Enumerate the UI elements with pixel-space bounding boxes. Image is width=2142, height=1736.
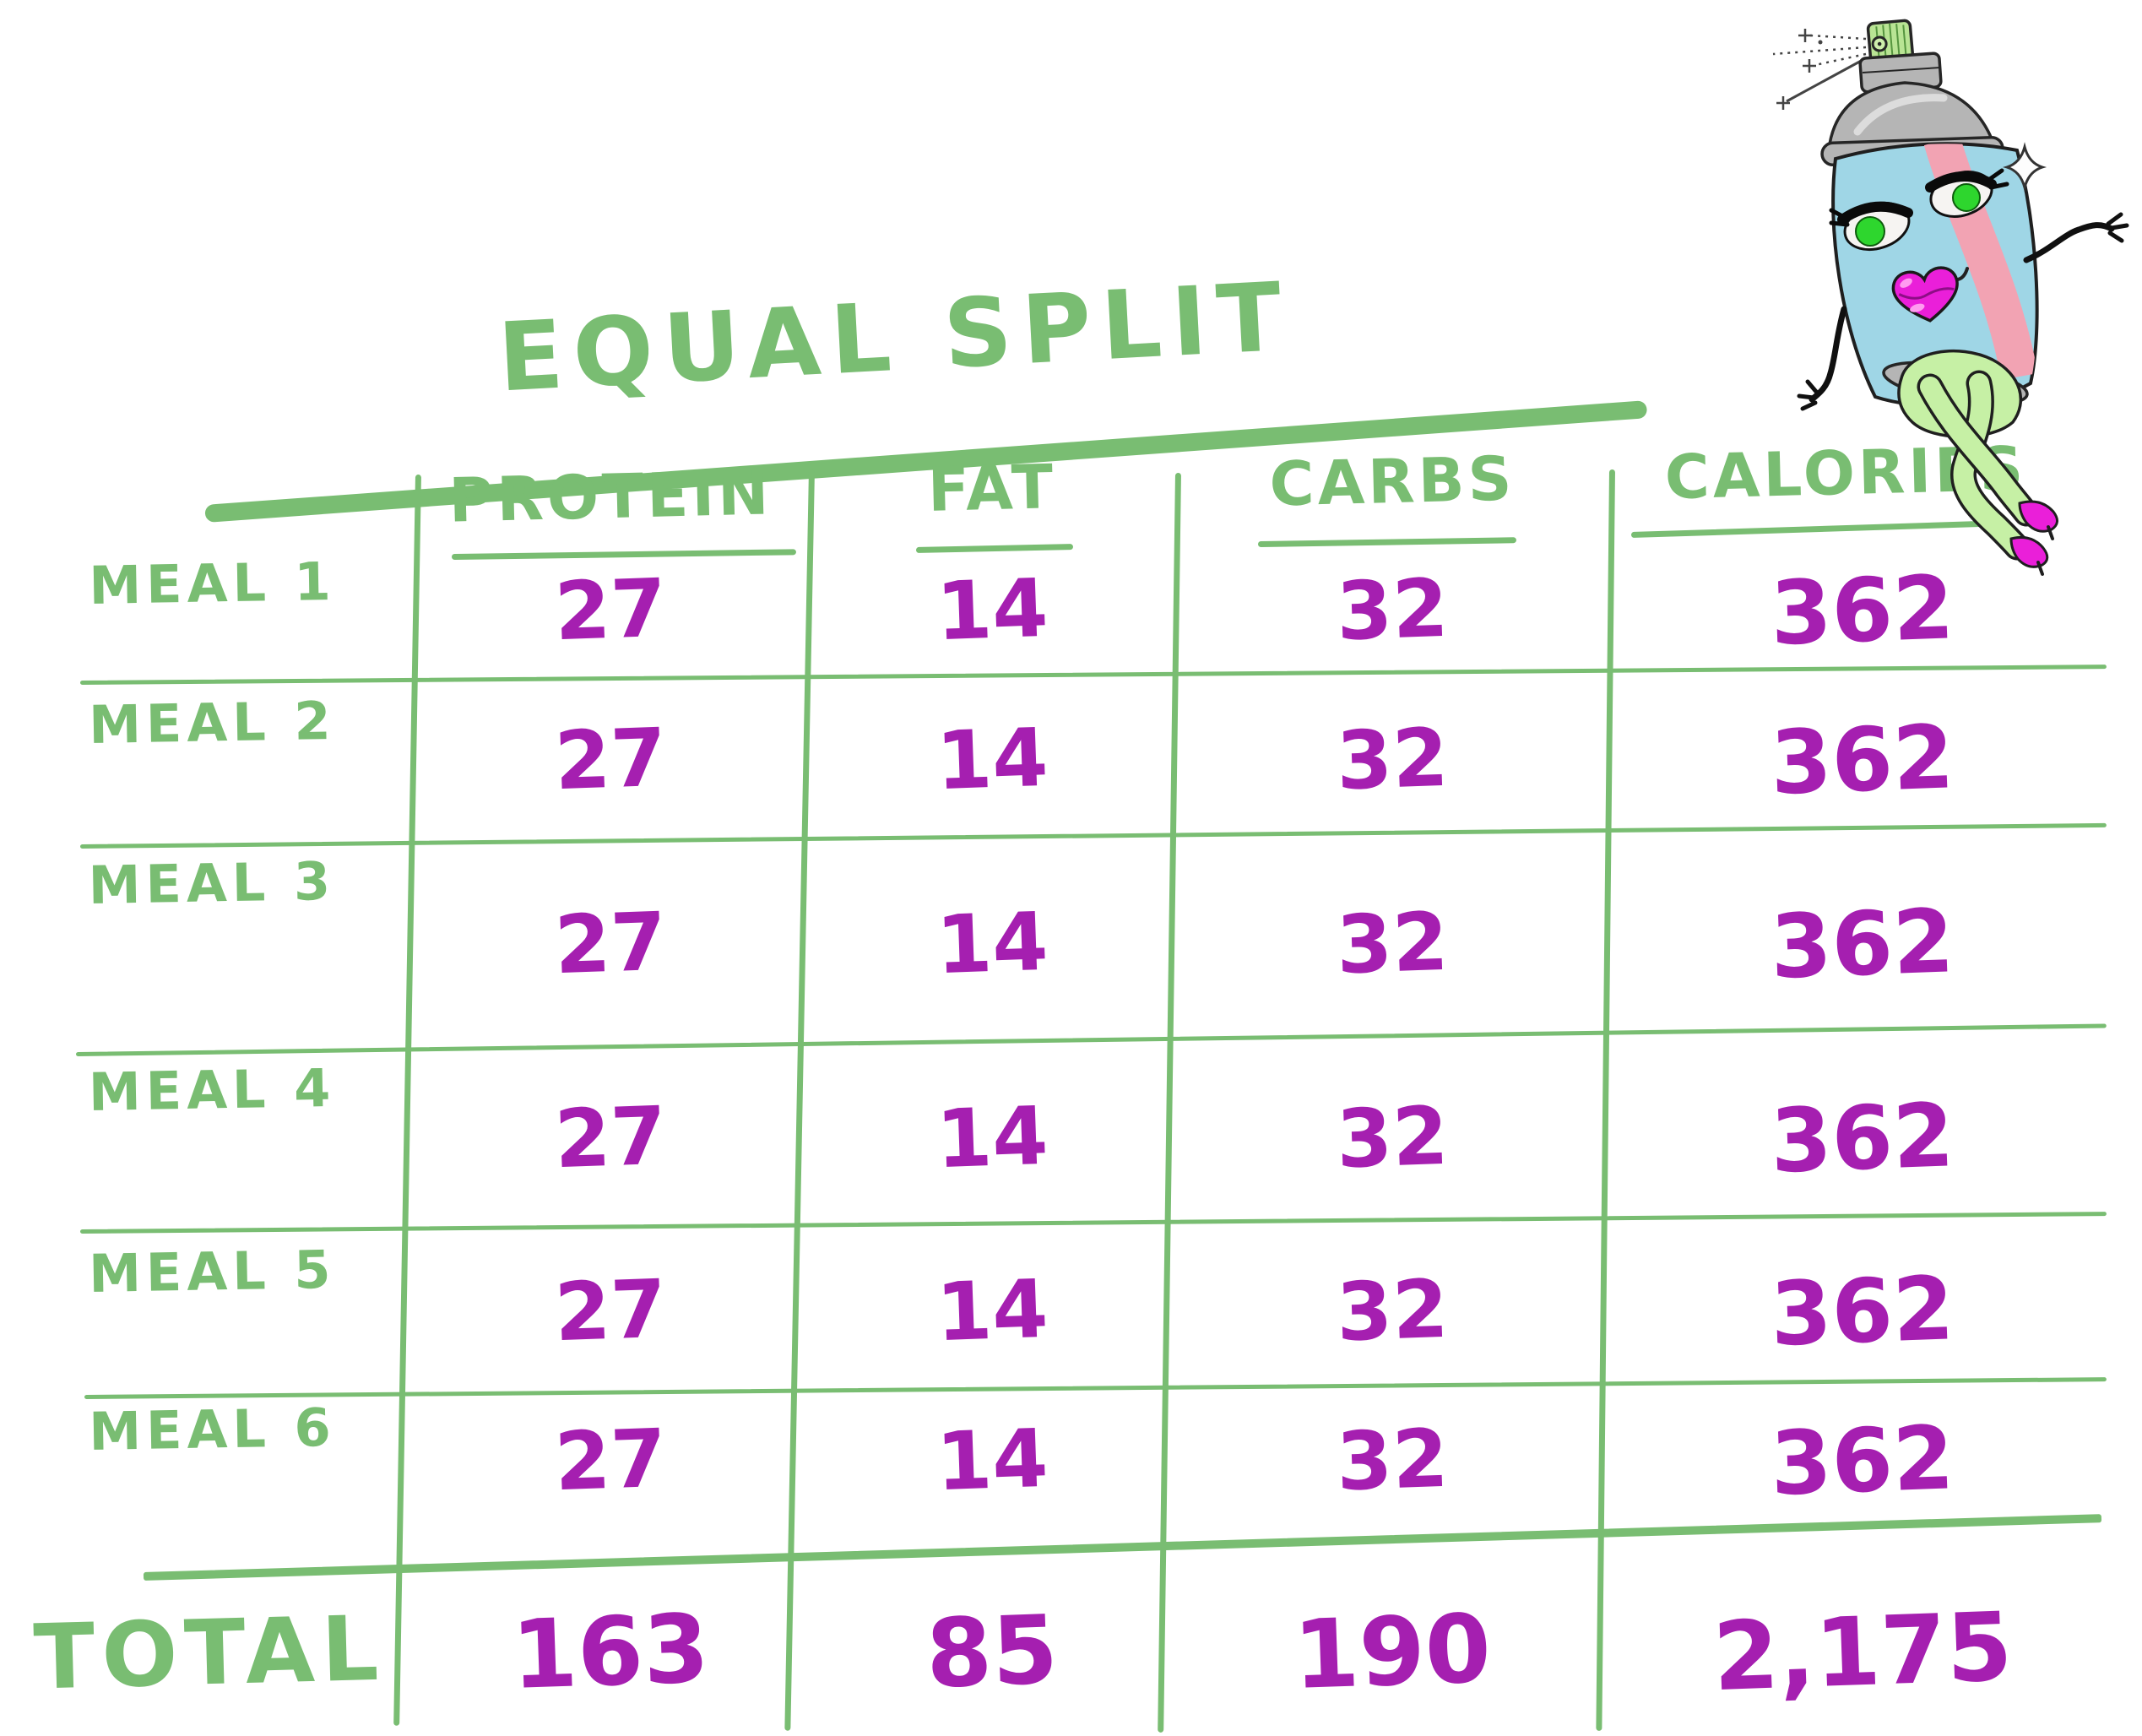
value-cell-protein: 27 <box>553 561 668 659</box>
total-label: TOTAL <box>32 1596 387 1710</box>
table-row: MEAL 5 27 14 32 362 <box>0 1229 2142 1393</box>
spray-lines-icon <box>1772 29 1867 110</box>
column-header-carbs: CARBS <box>1268 442 1516 520</box>
column-header-protein: PROTEIN <box>447 457 773 536</box>
value-cell-calories: 362 <box>1769 1256 1956 1366</box>
value-cell-carbs: 32 <box>1335 1262 1450 1359</box>
value-cell-calories: 362 <box>1769 1082 1956 1193</box>
value-cell-calories: 362 <box>1769 888 1956 999</box>
spray-nozzle-icon <box>1866 19 1914 64</box>
heart-lips-icon <box>1891 266 1959 323</box>
value-cell-protein: 27 <box>553 711 668 809</box>
value-cell-protein: 27 <box>553 1412 668 1509</box>
right-eye-icon <box>1925 168 2009 218</box>
value-cell-fat: 14 <box>935 711 1049 809</box>
value-cell-fat: 14 <box>935 1412 1049 1509</box>
table-row: MEAL 6 27 14 32 362 <box>0 1386 2142 1534</box>
table-row: MEAL 3 27 14 32 362 <box>0 840 2142 1047</box>
value-cell-carbs: 32 <box>1335 561 1450 659</box>
high-heel-icon <box>2009 535 2049 576</box>
total-cell-calories: 2,175 <box>1711 1592 2015 1713</box>
row-label: MEAL 1 <box>88 550 337 616</box>
value-cell-fat: 14 <box>935 895 1049 992</box>
table-row: MEAL 4 27 14 32 362 <box>0 1047 2142 1229</box>
value-cell-calories: 362 <box>1769 705 1956 815</box>
value-cell-protein: 27 <box>553 1089 668 1186</box>
value-cell-fat: 14 <box>935 1262 1049 1359</box>
row-label: MEAL 2 <box>88 689 337 756</box>
sparkle-icon <box>2002 142 2047 193</box>
total-cell-carbs: 190 <box>1291 1593 1494 1712</box>
total-row: TOTAL 163 85 190 2,175 <box>0 1572 2142 1733</box>
mascot-face <box>1829 168 2009 323</box>
total-cell-fat: 85 <box>924 1595 1060 1710</box>
row-label: MEAL 5 <box>88 1238 337 1305</box>
spray-can-mascot-illustration <box>1772 19 2129 576</box>
value-cell-calories: 362 <box>1769 1405 1956 1516</box>
mascot-arms <box>1797 212 2129 411</box>
high-heel-icon <box>2018 500 2058 540</box>
value-cell-protein: 27 <box>553 1262 668 1359</box>
value-cell-fat: 14 <box>935 561 1049 659</box>
table-row: MEAL 2 27 14 32 362 <box>0 680 2142 840</box>
value-cell-protein: 27 <box>553 895 668 992</box>
value-cell-fat: 14 <box>935 1089 1049 1186</box>
row-label: MEAL 6 <box>88 1396 337 1462</box>
left-eye-icon <box>1829 201 1913 252</box>
page-title: EQUAL SPLIT <box>496 262 1294 414</box>
value-cell-carbs: 32 <box>1335 711 1450 809</box>
row-label: MEAL 4 <box>88 1056 336 1123</box>
mascot-legs <box>1897 349 2058 576</box>
column-header-fat: FAT <box>926 451 1058 525</box>
pink-stripe <box>1923 144 2037 380</box>
value-cell-carbs: 32 <box>1335 1412 1450 1509</box>
row-label: MEAL 3 <box>88 849 336 916</box>
total-cell-protein: 163 <box>509 1593 712 1712</box>
value-cell-carbs: 32 <box>1335 895 1450 992</box>
value-cell-carbs: 32 <box>1335 1089 1450 1186</box>
